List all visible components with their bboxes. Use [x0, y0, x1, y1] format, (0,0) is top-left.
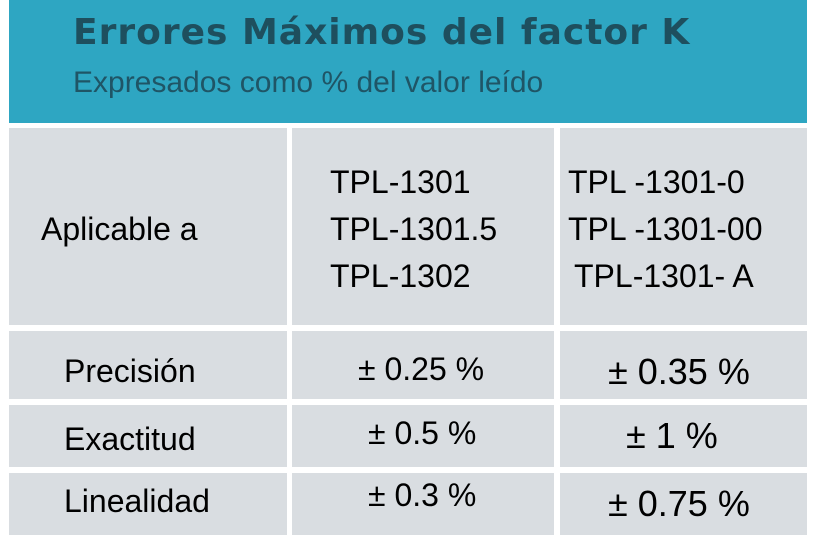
model-item: TPL-1301.5 [330, 211, 498, 247]
value-exactitud-a: ± 0.5 % [368, 415, 477, 451]
table-cell-label: Aplicable a [9, 128, 287, 325]
table-cell-value: ± 0.35 % [560, 331, 807, 399]
model-item: TPL-1301 [330, 164, 471, 200]
table-cell-label: Precisión [9, 331, 287, 399]
value-precision-b: ± 0.35 % [608, 351, 750, 392]
value-exactitud-b: ± 1 % [626, 415, 718, 456]
model-item: TPL -1301-00 [568, 211, 763, 247]
table-header: Errores Máximos del factor K Expresados … [9, 0, 807, 123]
row-label-precision: Precisión [64, 353, 196, 389]
table-cell-value: ± 0.5 % [292, 405, 554, 467]
row-label-exactitud: Exactitud [64, 421, 196, 457]
table-cell-label: Exactitud [9, 405, 287, 467]
table-cell-models-a: TPL-1301 TPL-1301.5 TPL-1302 [292, 128, 554, 325]
model-item: TPL-1302 [330, 258, 471, 294]
row-label-aplicable: Aplicable a [41, 211, 198, 247]
value-linealidad-a: ± 0.3 % [368, 477, 477, 513]
table-cell-value: ± 1 % [560, 405, 807, 467]
value-precision-a: ± 0.25 % [358, 351, 485, 387]
table-cell-value: ± 0.25 % [292, 331, 554, 399]
page-title: Errores Máximos del factor K [73, 12, 691, 53]
model-item: TPL-1301- A [574, 258, 754, 294]
page-subtitle: Expresados como % del valor leído [73, 66, 544, 99]
row-label-linealidad: Linealidad [64, 483, 210, 519]
table-cell-value: ± 0.75 % [560, 473, 807, 535]
table-cell-models-b: TPL -1301-0 TPL -1301-00 TPL-1301- A [560, 128, 807, 325]
value-linealidad-b: ± 0.75 % [608, 483, 750, 524]
table-cell-label: Linealidad [9, 473, 287, 535]
table-cell-value: ± 0.3 % [292, 473, 554, 535]
model-item: TPL -1301-0 [568, 164, 745, 200]
